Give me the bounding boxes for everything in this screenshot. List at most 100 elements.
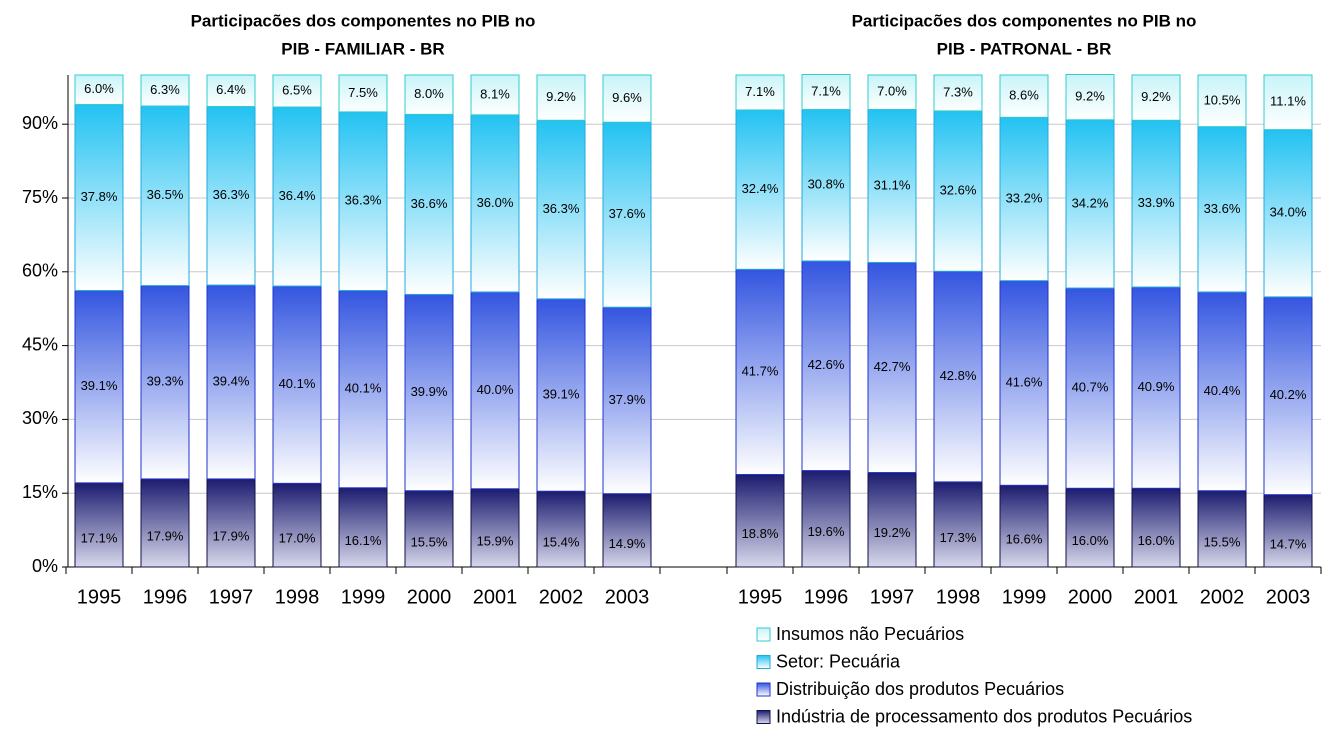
bar-segment (735, 474, 785, 568)
bar-segment (1065, 74, 1115, 121)
bar-segment (999, 74, 1049, 118)
data-label: 41.7% (742, 363, 779, 378)
data-label: 18.8% (742, 526, 779, 541)
data-label: 6.0% (84, 81, 114, 96)
data-label: 17.3% (940, 530, 977, 545)
data-label: 37.6% (609, 206, 646, 221)
bar-segment (206, 74, 256, 107)
data-label: 6.3% (150, 82, 180, 97)
bar-segment (602, 121, 652, 308)
bar-segment (602, 493, 652, 568)
y-tick-label: 75% (22, 187, 58, 207)
bar-segment (735, 268, 785, 476)
bar-segment (338, 487, 388, 568)
x-tick-label: 1998 (936, 586, 981, 608)
legend-label: Distribuição dos produtos Pecuários (776, 679, 1064, 699)
data-label: 11.1% (1270, 94, 1306, 109)
data-label: 36.0% (477, 195, 514, 210)
data-label: 42.6% (808, 357, 845, 372)
x-tick-label: 2001 (473, 586, 518, 608)
bar-segment (404, 74, 454, 115)
data-label: 36.3% (213, 187, 250, 202)
data-label: 39.1% (543, 386, 580, 401)
bar-segment (470, 291, 520, 490)
bar-segment (338, 74, 388, 113)
data-label: 40.4% (1204, 383, 1241, 398)
data-label: 7.1% (745, 84, 775, 99)
legend-swatch (756, 682, 771, 697)
data-label: 39.4% (213, 373, 250, 388)
y-tick-label: 60% (22, 261, 58, 281)
data-label: 6.4% (216, 82, 246, 97)
x-tick-label: 1995 (738, 586, 783, 608)
data-label: 14.7% (1270, 536, 1307, 551)
legend-label: Indústria de processamento dos produtos … (776, 706, 1192, 726)
x-tick-label: 1996 (804, 586, 849, 608)
data-label: 9.6% (612, 90, 642, 105)
data-label: 7.1% (811, 83, 841, 98)
bar-segment (140, 105, 190, 287)
x-tick-label: 1997 (209, 586, 254, 608)
x-tick-label: 2002 (539, 586, 584, 608)
data-label: 16.1% (345, 533, 382, 548)
data-label: 9.2% (1075, 89, 1105, 104)
bar-segment (1065, 487, 1115, 568)
legend-swatch (756, 627, 771, 642)
legend-label: Setor: Pecuária (776, 651, 901, 671)
data-label: 42.8% (940, 368, 977, 383)
bar-segment (74, 482, 124, 568)
bar-segment (1131, 74, 1181, 121)
x-tick-label: 1996 (143, 586, 188, 608)
bar-segment (1197, 490, 1247, 568)
bar-segment (74, 74, 124, 106)
data-label: 30.8% (808, 177, 845, 192)
bar-segment (1263, 74, 1313, 131)
x-tick-label: 1999 (1002, 586, 1047, 608)
data-label: 36.3% (543, 201, 580, 216)
data-label: 17.0% (279, 531, 316, 546)
data-label: 7.3% (943, 84, 973, 99)
data-label: 36.3% (345, 193, 382, 208)
data-label: 37.9% (609, 392, 646, 407)
data-label: 10.5% (1204, 92, 1241, 107)
data-label: 42.7% (874, 359, 911, 374)
x-tick-label: 1999 (341, 586, 386, 608)
bar-segment (801, 74, 851, 110)
bar-segment (801, 260, 851, 472)
bar-segment (735, 74, 785, 111)
data-label: 15.5% (411, 534, 448, 549)
data-label: 6.5% (282, 82, 312, 97)
x-tick-label: 2000 (407, 586, 452, 608)
data-label: 8.1% (480, 86, 510, 101)
bar-segment (1263, 494, 1313, 568)
bar-segment (1131, 119, 1181, 288)
bar-segment (933, 481, 983, 568)
data-label: 9.2% (1141, 89, 1171, 104)
bar-segment (140, 285, 190, 480)
chart-title: PIB - PATRONAL - BR (937, 39, 1112, 58)
bar-segment (867, 472, 917, 568)
bar-segment (999, 484, 1049, 568)
data-label: 17.9% (147, 528, 184, 543)
data-label: 17.9% (213, 528, 250, 543)
data-label: 7.0% (877, 84, 907, 99)
data-label: 39.1% (81, 378, 118, 393)
data-label: 33.6% (1204, 201, 1241, 216)
y-tick-label: 90% (22, 113, 58, 133)
bar-segment (470, 74, 520, 116)
bar-segment (338, 111, 388, 291)
data-label: 40.7% (1072, 380, 1109, 395)
data-label: 40.1% (279, 376, 316, 391)
bar-segment (338, 289, 388, 489)
data-label: 41.6% (1006, 374, 1043, 389)
bar-segment (536, 490, 586, 568)
bar-segment (206, 284, 256, 480)
bar-segment (1131, 487, 1181, 568)
data-label: 15.4% (543, 535, 580, 550)
bar-segment (206, 478, 256, 568)
bar-segment (1065, 119, 1115, 289)
bar-segment (867, 108, 917, 263)
data-label: 40.1% (345, 381, 382, 396)
data-label: 36.6% (411, 196, 448, 211)
